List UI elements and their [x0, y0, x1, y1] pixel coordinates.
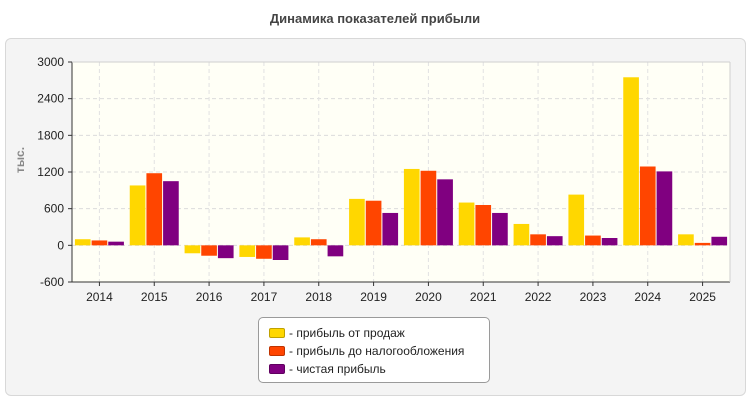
bar [256, 245, 272, 259]
legend-item-pretax-profit: - прибыль до налогообложения [269, 342, 489, 360]
bar [623, 77, 639, 246]
x-tick-label: 2018 [305, 290, 332, 304]
bar [475, 205, 492, 246]
legend-swatch-sales-profit [269, 328, 285, 338]
x-tick-label: 2015 [141, 290, 168, 304]
y-tick-label: 2400 [37, 92, 64, 106]
legend-item-net-profit: - чистая прибыль [269, 360, 489, 378]
y-tick-label: 600 [44, 202, 64, 216]
chart-legend: - прибыль от продаж - прибыль до налогоо… [258, 317, 490, 383]
bar [382, 212, 399, 246]
bar [217, 245, 234, 259]
legend-item-sales-profit: - прибыль от продаж [269, 324, 489, 342]
bar [711, 236, 728, 246]
bar [294, 237, 310, 246]
bar [656, 171, 673, 246]
x-tick-label: 2020 [415, 290, 442, 304]
bar [458, 202, 475, 246]
bar [601, 238, 618, 246]
bar [530, 234, 546, 246]
bar [272, 245, 289, 260]
bar [694, 242, 711, 246]
bar [327, 245, 344, 257]
bar [365, 200, 382, 246]
y-tick-label: 1800 [37, 128, 64, 142]
y-tick-label: 3000 [37, 55, 64, 69]
bar [201, 245, 217, 256]
bar [639, 166, 656, 246]
x-tick-label: 2023 [580, 290, 607, 304]
legend-label-net-profit: - чистая прибыль [289, 362, 386, 376]
bar [492, 212, 508, 246]
x-tick-label: 2019 [360, 290, 387, 304]
bar [108, 241, 124, 246]
legend-label-sales-profit: - прибыль от продаж [289, 326, 405, 340]
bar [349, 198, 365, 246]
chart-title: Динамика показателей прибыли [269, 11, 481, 26]
bar [310, 239, 327, 246]
legend-label-pretax-profit: - прибыль до налогообложения [289, 344, 465, 358]
legend-swatch-pretax-profit [269, 346, 285, 356]
x-tick-label: 2025 [689, 290, 716, 304]
x-tick-label: 2024 [634, 290, 661, 304]
bar [546, 236, 563, 246]
x-tick-label: 2014 [86, 290, 113, 304]
bar [239, 245, 256, 257]
bar [74, 239, 91, 246]
y-tick-label: 1200 [37, 165, 64, 179]
bar [129, 185, 146, 246]
y-tick-label: 0 [57, 238, 64, 252]
x-tick-label: 2021 [470, 290, 497, 304]
bar [513, 223, 530, 246]
bar [585, 235, 601, 246]
bar [91, 240, 108, 246]
bar [568, 194, 585, 246]
bar [437, 179, 453, 246]
x-tick-label: 2017 [251, 290, 278, 304]
y-axis-label: тыс. [13, 147, 27, 173]
bar [403, 168, 420, 246]
bar [420, 170, 437, 246]
bar [184, 245, 201, 254]
y-tick-label: -600 [40, 275, 64, 289]
x-tick-label: 2022 [525, 290, 552, 304]
bar [678, 234, 694, 246]
bar [146, 173, 163, 246]
x-tick-label: 2016 [196, 290, 223, 304]
bar [163, 181, 179, 246]
legend-swatch-net-profit [269, 364, 285, 374]
